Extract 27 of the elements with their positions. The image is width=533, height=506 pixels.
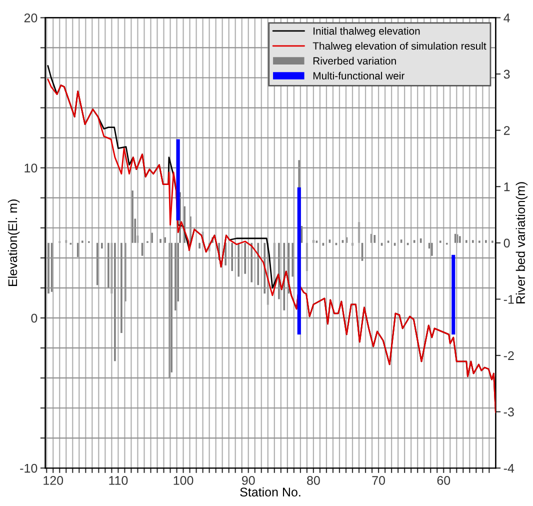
y-axis-title: Elevation(El. m): [8, 200, 20, 286]
legend-label: Thalweg elevation of simulation result: [312, 42, 486, 52]
legend-label: Multi-functional weir: [313, 72, 404, 80]
x-tick-label: 110: [109, 476, 128, 485]
y2-tick-label: 1: [504, 182, 510, 192]
y2-tick-label: -2: [504, 351, 514, 360]
y2-tick-label: 0: [504, 238, 510, 248]
y2-tick-label: -3: [504, 408, 514, 416]
x-tick-label: 100: [174, 476, 194, 485]
x-tick-label: 90: [242, 476, 255, 485]
y2-tick-label: -1: [504, 295, 514, 304]
x-axis-title: Station No.: [240, 487, 300, 497]
y2-tick-label: -4: [504, 464, 514, 473]
y2-tick-label: 3: [504, 70, 510, 79]
x-tick-label: 80: [307, 476, 320, 485]
y-tick-label: 20: [24, 14, 38, 22]
x-tick-label: 70: [372, 476, 385, 485]
y-tick-label: 0: [31, 314, 38, 323]
y2-axis-title: River bed variation(m): [516, 182, 528, 304]
y2-tick-label: 2: [504, 126, 510, 135]
y-tick-label: -10: [20, 464, 38, 473]
y-tick-label: 10: [24, 164, 38, 172]
x-tick-label: 120: [44, 476, 64, 485]
y2-tick-label: 4: [504, 14, 510, 22]
x-tick-label: 60: [437, 476, 450, 485]
legend-label: Riverbed variation: [313, 56, 396, 65]
legend-label: Initial thalweg elevation: [314, 27, 420, 37]
